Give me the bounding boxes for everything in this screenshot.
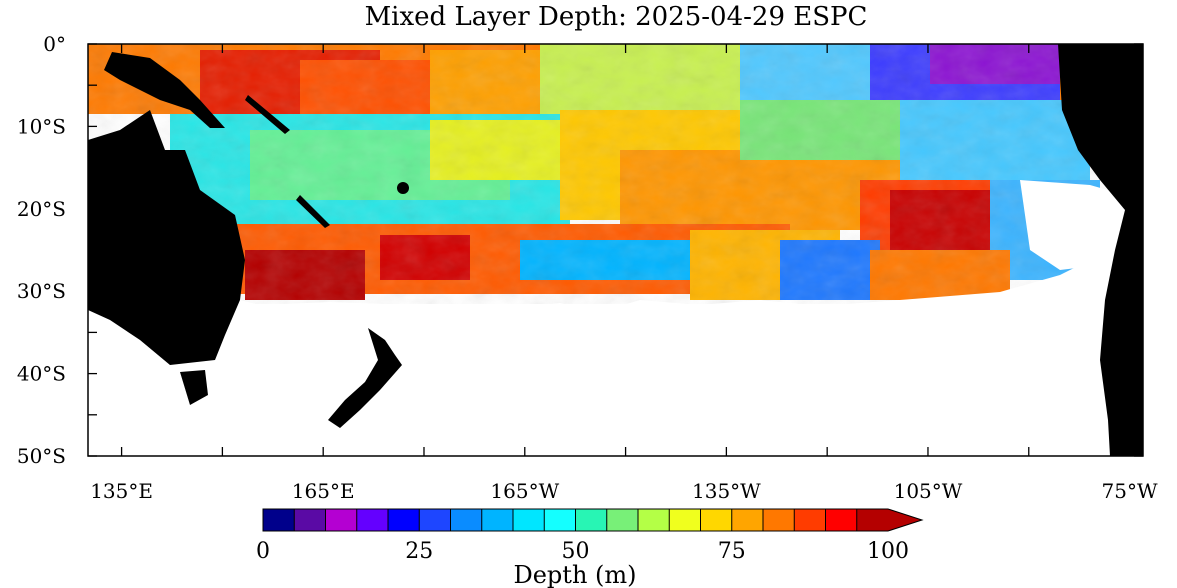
- lat-label: 10°S: [17, 114, 66, 138]
- colorbar-tick-label: 25: [405, 539, 433, 564]
- axis-ticks: [88, 43, 1143, 457]
- colorbar-swatch: [543, 508, 577, 532]
- colorbar-swatch: [825, 508, 858, 532]
- colorbar-swatch: [481, 508, 514, 532]
- lon-label: 135°W: [692, 479, 761, 503]
- colorbar-swatch: [575, 508, 608, 532]
- colorbar-swatch: [606, 508, 639, 532]
- axis-labels: 0° 10°S 20°S 30°S 40°S 50°S 135°E 165°E 165°W 135…: [17, 32, 1158, 503]
- colorbar-title: Depth (m): [513, 561, 636, 588]
- colorbar-swatch: [793, 508, 827, 532]
- lon-label: 75°W: [1102, 479, 1158, 503]
- lat-label: 20°S: [17, 197, 66, 221]
- colorbar-swatch: [262, 508, 296, 532]
- colorbar: 0 25 50 75 100: [256, 508, 924, 564]
- colorbar-swatch: [856, 508, 924, 532]
- colorbar-swatch: [731, 508, 764, 532]
- lat-label: 50°S: [17, 444, 66, 468]
- colorbar-tick-label: 100: [867, 539, 909, 564]
- colorbar-swatch: [325, 508, 358, 532]
- lon-label: 165°E: [292, 479, 355, 503]
- colorbar-tick-label: 50: [562, 539, 590, 564]
- colorbar-swatch: [356, 508, 389, 532]
- lat-label: 0°: [43, 32, 66, 56]
- lon-label: 135°E: [90, 479, 153, 503]
- colorbar-swatch: [668, 508, 702, 532]
- lon-label: 165°W: [490, 479, 559, 503]
- colorbar-swatch: [387, 508, 421, 532]
- colorbar-swatch: [637, 508, 671, 532]
- lat-label: 40°S: [17, 362, 66, 386]
- lon-label: 105°W: [894, 479, 963, 503]
- land-masses: [88, 44, 1143, 456]
- colorbar-tick-label: 0: [256, 539, 270, 564]
- colorbar-tick-label: 75: [718, 539, 746, 564]
- colorbar-swatch: [293, 508, 327, 532]
- colorbar-swatch: [512, 508, 546, 532]
- colorbar-swatch: [762, 508, 796, 532]
- colorbar-swatch: [450, 508, 483, 532]
- colorbar-swatch: [418, 508, 452, 532]
- lat-label: 30°S: [17, 279, 66, 303]
- map-title: Mixed Layer Depth: 2025-04-29 ESPC: [364, 2, 868, 32]
- depth-field: [88, 44, 1143, 456]
- colorbar-swatch: [700, 508, 733, 532]
